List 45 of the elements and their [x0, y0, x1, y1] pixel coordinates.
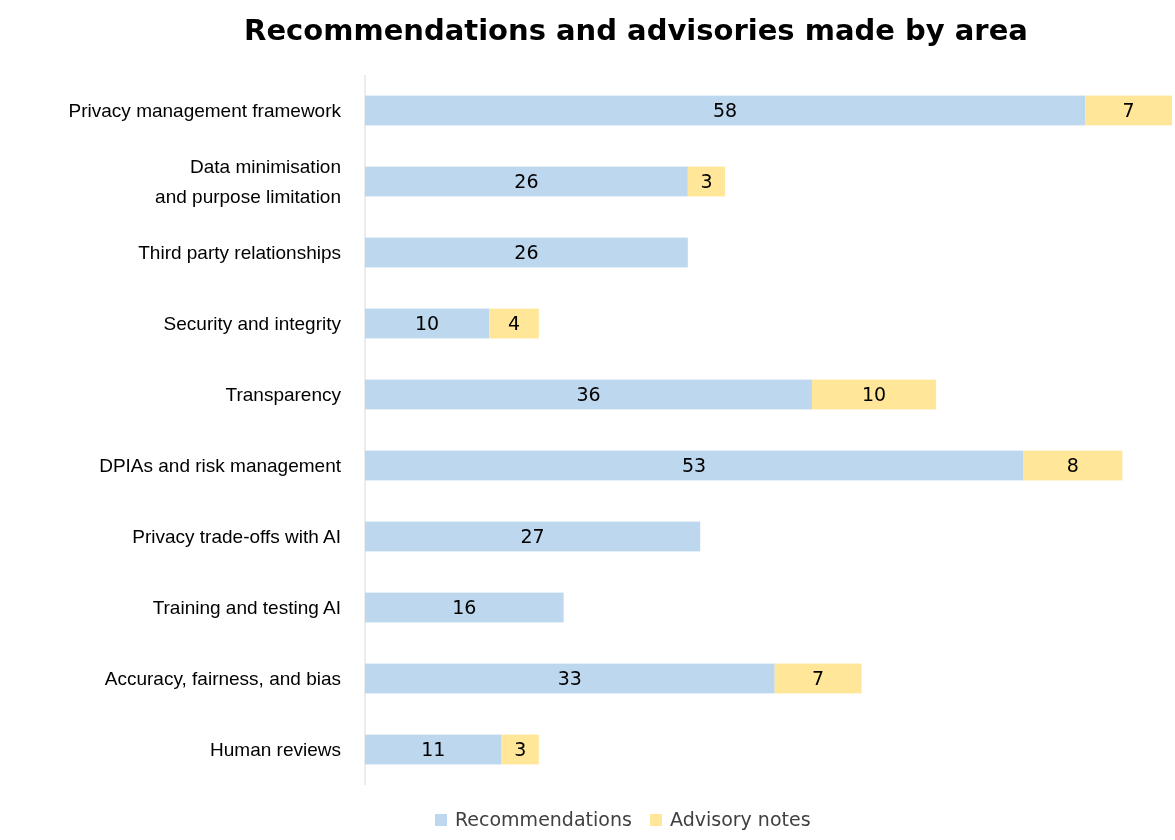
bar	[1085, 95, 1172, 126]
y-tick-label: Training and testing AI	[152, 597, 341, 619]
bar	[365, 95, 1086, 126]
legend-label: Recommendations	[455, 808, 632, 830]
y-tick-label: Transparency	[225, 384, 342, 406]
bar	[365, 592, 564, 623]
bar	[365, 734, 502, 765]
data-label: 4	[507, 312, 521, 335]
y-tick-label: Data minimisation and purpose limitation	[155, 156, 341, 208]
bar	[365, 450, 1024, 481]
legend-label: Advisory notes	[670, 808, 811, 830]
data-label: 26	[514, 241, 539, 264]
bar	[1023, 450, 1123, 481]
bar	[365, 379, 812, 410]
data-label: 10	[414, 312, 440, 335]
y-tick-label: Privacy management framework	[68, 100, 342, 122]
data-label: 33	[557, 667, 582, 690]
y-tick-label: Accuracy, fairness, and bias	[104, 668, 341, 690]
bar	[365, 521, 701, 552]
y-tick-label: DPIAs and risk management	[99, 455, 342, 477]
y-tick-label: Third party relationships	[138, 242, 341, 264]
data-label: 26	[514, 170, 539, 193]
data-label: 36	[576, 383, 601, 406]
data-label: 10	[861, 383, 887, 406]
data-label: 7	[1122, 99, 1135, 122]
bar	[811, 379, 937, 410]
y-tick-label: Security and integrity	[163, 313, 342, 335]
bar	[365, 308, 490, 339]
bar	[489, 308, 539, 339]
data-label: 11	[421, 738, 446, 761]
data-label: 58	[712, 99, 738, 122]
data-label: 8	[1066, 454, 1079, 477]
bar	[365, 166, 688, 197]
data-label: 27	[520, 525, 545, 548]
data-label: 53	[681, 454, 707, 477]
bar	[365, 237, 688, 268]
data-label: 3	[514, 738, 527, 761]
bar	[365, 663, 775, 694]
data-label: 3	[700, 170, 713, 193]
data-label: 7	[812, 667, 825, 690]
chart-title: Recommendations and advisories made by area	[244, 13, 1028, 47]
bar	[774, 663, 862, 694]
data-label: 16	[452, 596, 477, 619]
y-tick-label: Human reviews	[210, 739, 341, 761]
y-tick-label: Privacy trade-offs with AI	[132, 526, 341, 548]
